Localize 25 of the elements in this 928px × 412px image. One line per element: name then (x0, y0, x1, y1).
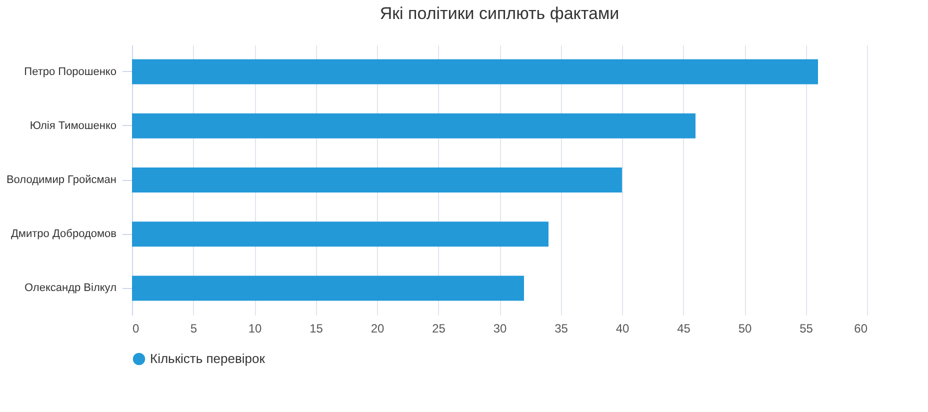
x-tick-label: 50 (738, 322, 752, 336)
bar (132, 168, 622, 192)
y-tick-label: Петро Порошенко (24, 66, 116, 78)
x-tick-label: 60 (854, 322, 868, 336)
x-tick-label: 0 (132, 322, 140, 336)
x-tick-label: 25 (432, 322, 446, 336)
chart-title: Які політики сиплють фактами (380, 4, 620, 23)
x-tick-label: 45 (677, 322, 691, 336)
x-tick-label: 40 (616, 322, 630, 336)
x-tick-label: 35 (554, 322, 568, 336)
x-tick-label: 20 (370, 322, 384, 336)
legend-label: Кількість перевірок (150, 351, 266, 366)
x-tick-label: 30 (493, 322, 507, 336)
x-tick-label: 15 (310, 322, 324, 336)
y-tick-label: Володимир Гройсман (6, 174, 116, 186)
bar (132, 222, 548, 247)
x-tick-label: 10 (248, 322, 262, 336)
bar (132, 113, 696, 138)
bar (132, 59, 818, 84)
bar (132, 276, 524, 301)
y-tick-label: Юлія Тимошенко (30, 120, 116, 132)
y-tick-label: Дмитро Добродомов (10, 228, 117, 240)
x-tick-label: 5 (190, 322, 198, 336)
y-tick-label: Олександр Вілкул (24, 282, 116, 294)
x-tick-label: 55 (800, 322, 814, 336)
